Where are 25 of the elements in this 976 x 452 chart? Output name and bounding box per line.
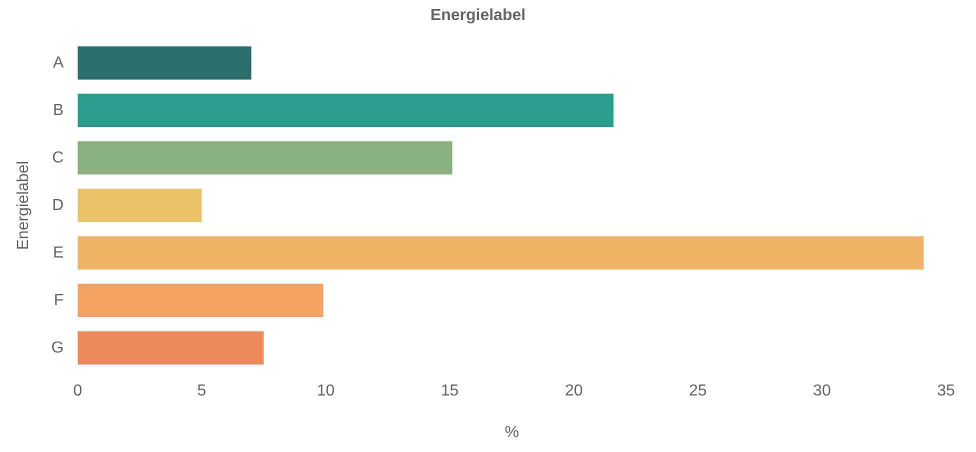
y-axis-title: Energielabel (15, 160, 32, 250)
x-axis-title: % (504, 424, 519, 441)
bar (78, 331, 264, 364)
y-tick-label: E (52, 244, 64, 262)
bar (78, 46, 252, 80)
y-tick-label: C (52, 149, 64, 166)
x-tick-label: 35 (937, 382, 955, 400)
bar (78, 236, 924, 270)
x-tick-label: 25 (689, 382, 707, 400)
x-tick-label: 5 (197, 382, 206, 400)
x-tick-label: 30 (813, 382, 831, 400)
bar (78, 141, 452, 175)
x-tick-label: 10 (316, 382, 335, 400)
y-tick-label: A (52, 54, 64, 72)
y-tick-label: D (52, 196, 64, 214)
bar (78, 284, 324, 317)
y-tick-label: B (52, 102, 64, 119)
bar (78, 94, 614, 128)
x-tick-label: 15 (440, 382, 459, 400)
x-tick-label: 0 (73, 382, 82, 400)
y-tick-label: G (51, 339, 64, 356)
x-tick-label: 20 (564, 382, 583, 400)
bar (78, 188, 202, 222)
chart-title: Energielabel (430, 7, 526, 24)
y-tick-label: F (54, 292, 64, 309)
